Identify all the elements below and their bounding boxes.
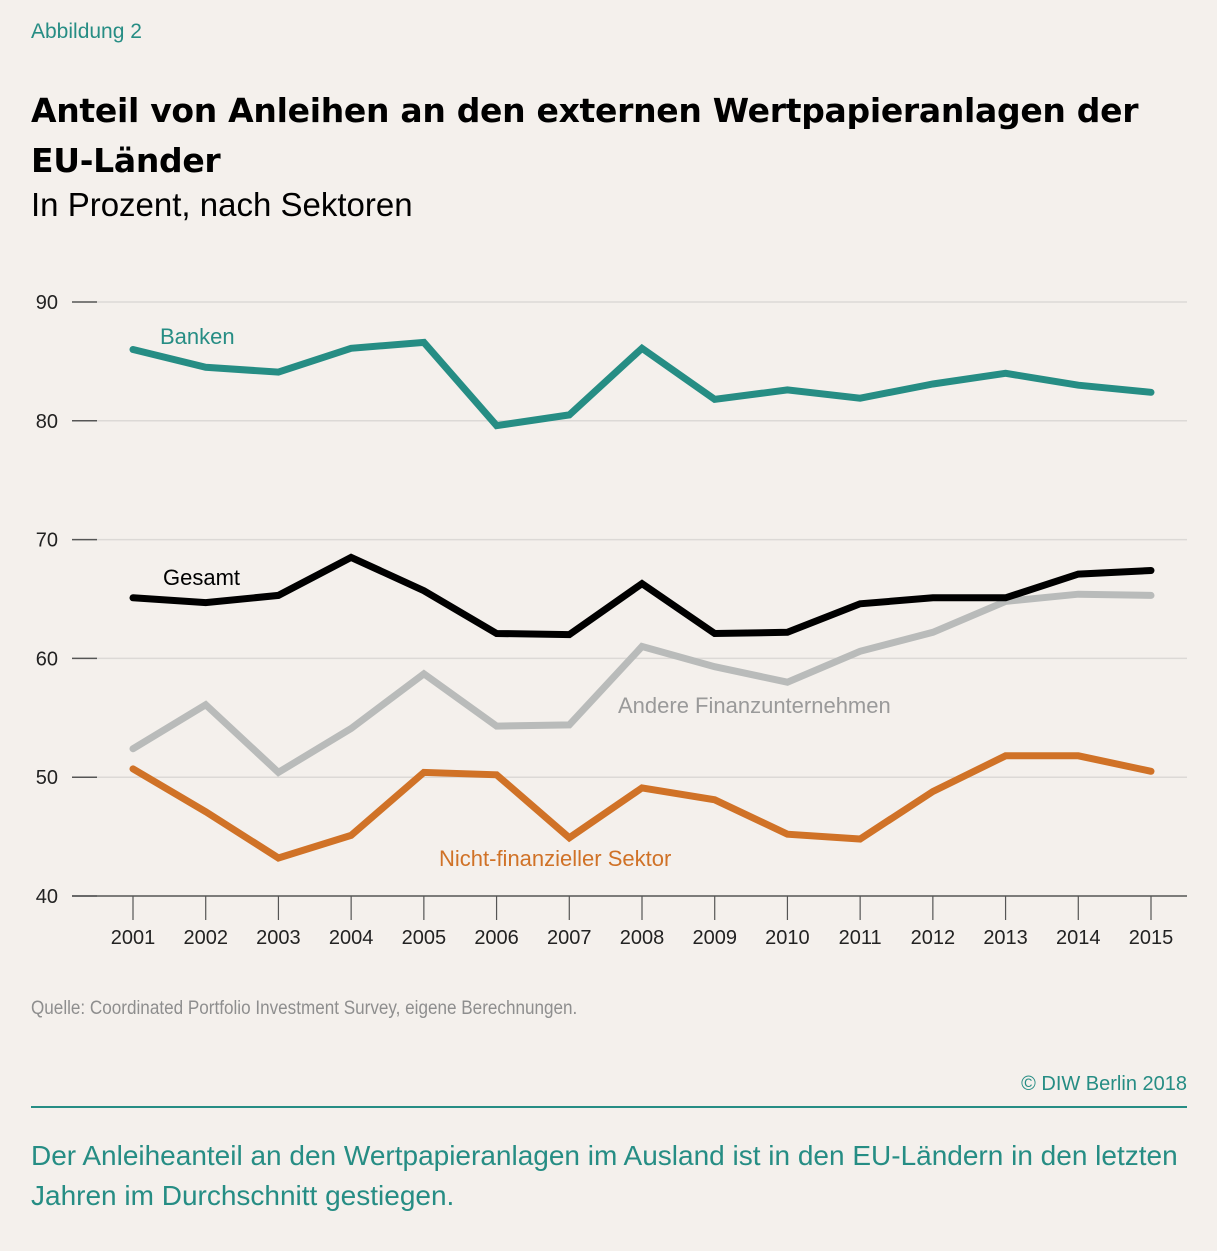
y-tick-label: 90 xyxy=(36,292,58,314)
series-line-gesamt xyxy=(129,553,1155,639)
x-tick-label: 2012 xyxy=(911,927,956,949)
y-tick-label: 80 xyxy=(36,411,58,433)
x-tick-label: 2004 xyxy=(329,927,374,949)
series-line-banken xyxy=(129,338,1155,430)
x-tick-label: 2005 xyxy=(402,927,447,949)
chart-title: Anteil von Anleihen an den externen Wert… xyxy=(31,91,1139,180)
copyright: © DIW Berlin 2018 xyxy=(1021,1073,1187,1095)
x-tick-label: 2001 xyxy=(111,927,156,949)
y-tick-label: 60 xyxy=(36,648,58,670)
x-axis: 2001 2002 2003 2004 2005 2006 2007 2008 2009 2010… xyxy=(72,895,1187,949)
x-tick-label: 2002 xyxy=(183,927,228,949)
x-tick-label: 2008 xyxy=(620,927,665,949)
divider xyxy=(31,1106,1187,1108)
x-tick-label: 2013 xyxy=(983,927,1028,949)
series-labels: Banken Gesamt Andere Finanzunternehmen Nich… xyxy=(160,324,891,871)
x-tick-label: 2014 xyxy=(1056,927,1101,949)
x-tick-label: 2006 xyxy=(474,927,519,949)
x-tick-label: 2010 xyxy=(765,927,810,949)
series-label: Andere Finanzunternehmen xyxy=(618,693,891,718)
x-tick-label: 2003 xyxy=(256,927,301,949)
chart-subtitle: In Prozent, nach Sektoren xyxy=(31,186,413,223)
series-line-andere-finanzunternehmen xyxy=(129,590,1155,777)
y-tick-label: 70 xyxy=(36,530,58,552)
figure-label: Abbildung 2 xyxy=(31,20,142,43)
x-tick-label: 2011 xyxy=(839,927,882,949)
gridlines xyxy=(97,301,1187,778)
series-label: Gesamt xyxy=(163,565,240,590)
y-tick-label: 40 xyxy=(36,886,58,908)
series-lines xyxy=(129,338,1155,862)
series-label: Nicht-finanzieller Sektor xyxy=(439,846,671,871)
source-note: Quelle: Coordinated Portfolio Investment… xyxy=(31,998,578,1019)
x-tick-label: 2015 xyxy=(1129,927,1174,949)
series-line-nicht-finanzieller-sektor xyxy=(129,752,1155,862)
y-axis: 40 50 60 70 80 90 xyxy=(36,292,97,908)
caption: Der Anleiheanteil an den Wertpapieranlag… xyxy=(31,1140,1178,1211)
series-label: Banken xyxy=(160,324,235,349)
y-tick-label: 50 xyxy=(36,767,58,789)
x-tick-label: 2009 xyxy=(692,927,737,949)
x-tick-label: 2007 xyxy=(547,927,592,949)
